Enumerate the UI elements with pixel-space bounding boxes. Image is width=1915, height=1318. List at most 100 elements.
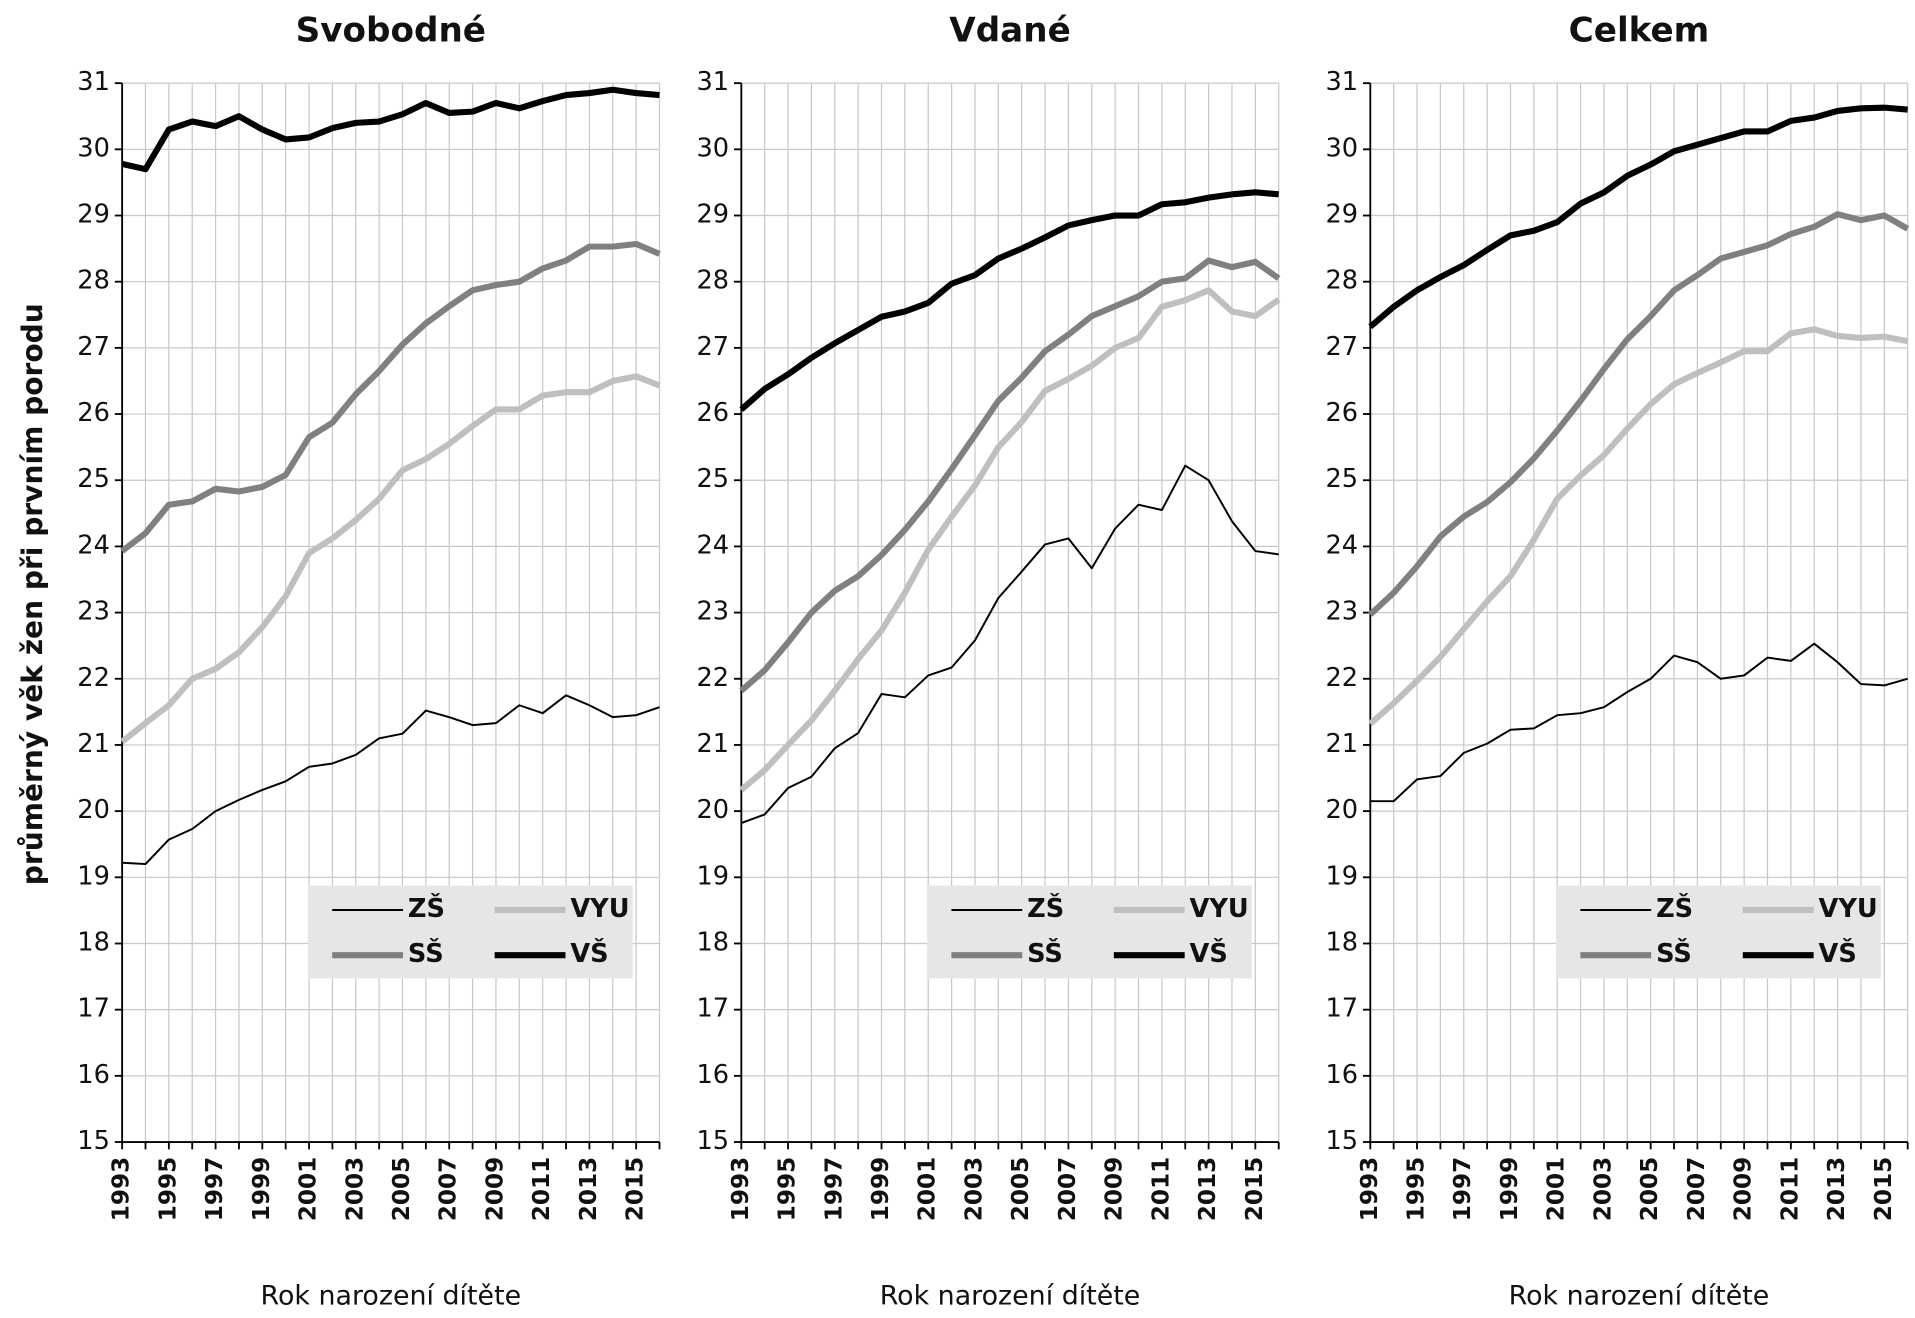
legend-label: VŠ bbox=[570, 938, 608, 969]
x-tick-label: 2009 bbox=[481, 1157, 508, 1222]
series-line bbox=[739, 287, 1281, 793]
y-tick-label: 26 bbox=[77, 398, 110, 428]
x-tick-label: 2011 bbox=[1776, 1157, 1803, 1222]
y-tick-label: 24 bbox=[697, 530, 730, 560]
y-tick-label: 30 bbox=[77, 133, 110, 163]
x-tick-label: 2005 bbox=[388, 1157, 415, 1222]
series-line bbox=[120, 373, 661, 745]
y-tick-label: 30 bbox=[1325, 133, 1358, 163]
legend-label: VYU bbox=[570, 894, 629, 924]
y-tick-label: 19 bbox=[697, 861, 730, 891]
y-tick-label: 18 bbox=[1325, 927, 1358, 957]
y-tick-label: 28 bbox=[697, 266, 730, 296]
y-tick-label: 19 bbox=[77, 861, 110, 891]
y-tick-label: 20 bbox=[1325, 795, 1358, 825]
y-tick-label: 23 bbox=[697, 597, 730, 627]
x-tick-label: 1995 bbox=[1403, 1157, 1430, 1222]
legend-label: ZŠ bbox=[1027, 893, 1064, 924]
y-tick-label: 29 bbox=[1325, 200, 1358, 230]
x-tick-label: 1993 bbox=[727, 1157, 754, 1222]
x-tick-label: 1995 bbox=[774, 1157, 801, 1222]
legend-label: VYU bbox=[1190, 894, 1249, 924]
series-line bbox=[739, 257, 1281, 693]
legend-label: VŠ bbox=[1190, 938, 1228, 969]
y-tick-label: 17 bbox=[1325, 994, 1358, 1024]
x-tick-label: 2007 bbox=[1683, 1157, 1710, 1222]
series-line bbox=[739, 189, 1279, 412]
y-tick-label: 18 bbox=[77, 927, 110, 957]
x-tick-label: 2001 bbox=[295, 1157, 322, 1222]
legend-label: SŠ bbox=[408, 938, 444, 969]
legend-box bbox=[926, 885, 1252, 979]
x-tick-label: 1999 bbox=[867, 1157, 894, 1222]
y-tick-label: 22 bbox=[77, 663, 110, 693]
y-axis-label: průměrný věk žen při prvním porodu bbox=[16, 303, 49, 885]
series-line bbox=[1368, 326, 1909, 727]
x-tick-label: 1999 bbox=[248, 1157, 275, 1222]
y-tick-label: 18 bbox=[697, 927, 730, 957]
y-tick-label: 21 bbox=[77, 729, 110, 759]
legend-label: ZŠ bbox=[408, 893, 445, 924]
x-tick-label: 2001 bbox=[1543, 1157, 1570, 1222]
y-tick-label: 25 bbox=[697, 464, 730, 494]
legend-label: ZŠ bbox=[1656, 893, 1693, 924]
y-tick-label: 29 bbox=[697, 200, 730, 230]
series-line bbox=[1368, 104, 1908, 330]
x-tick-label: 1995 bbox=[154, 1157, 181, 1222]
x-axis-label: Rok narození dítěte bbox=[880, 1281, 1141, 1312]
y-tick-label: 27 bbox=[77, 332, 110, 362]
y-tick-label: 31 bbox=[1325, 67, 1358, 97]
series-line bbox=[121, 86, 660, 173]
y-tick-label: 16 bbox=[1325, 1060, 1358, 1090]
x-tick-label: 2013 bbox=[575, 1157, 602, 1222]
legend-label: VYU bbox=[1819, 894, 1878, 924]
x-tick-label: 2013 bbox=[1194, 1157, 1221, 1222]
x-tick-label: 2011 bbox=[528, 1157, 555, 1222]
y-tick-label: 28 bbox=[77, 266, 110, 296]
x-axis-label: Rok narození dítěte bbox=[1509, 1281, 1770, 1312]
y-tick-label: 23 bbox=[1325, 597, 1358, 627]
x-tick-label: 2011 bbox=[1147, 1157, 1174, 1222]
x-tick-label: 2003 bbox=[341, 1157, 368, 1222]
series-line bbox=[1370, 642, 1908, 803]
y-tick-label: 20 bbox=[77, 795, 110, 825]
x-axis-label: Rok narození dítěte bbox=[261, 1281, 522, 1312]
x-tick-label: 2003 bbox=[1589, 1157, 1616, 1222]
y-tick-label: 24 bbox=[1325, 530, 1358, 560]
chart-title: Celkem bbox=[1569, 10, 1710, 50]
y-tick-label: 17 bbox=[77, 994, 110, 1024]
y-tick-label: 15 bbox=[77, 1126, 110, 1156]
x-tick-label: 2005 bbox=[1007, 1157, 1034, 1222]
x-tick-label: 2009 bbox=[1730, 1157, 1757, 1222]
y-tick-label: 16 bbox=[77, 1060, 110, 1090]
y-tick-label: 17 bbox=[697, 994, 730, 1024]
y-tick-label: 22 bbox=[1325, 663, 1358, 693]
y-tick-label: 22 bbox=[697, 663, 730, 693]
x-tick-label: 2015 bbox=[1870, 1157, 1897, 1222]
x-tick-label: 2003 bbox=[960, 1157, 987, 1222]
y-tick-label: 15 bbox=[1325, 1126, 1358, 1156]
x-tick-label: 1997 bbox=[1449, 1157, 1476, 1222]
y-tick-label: 24 bbox=[77, 530, 110, 560]
x-tick-label: 1999 bbox=[1496, 1157, 1523, 1222]
y-tick-label: 25 bbox=[1325, 464, 1358, 494]
series-line bbox=[1368, 211, 1910, 617]
x-tick-label: 2009 bbox=[1101, 1157, 1128, 1222]
x-tick-label: 2015 bbox=[622, 1157, 649, 1222]
y-tick-label: 19 bbox=[1325, 861, 1358, 891]
x-tick-label: 2007 bbox=[435, 1157, 462, 1222]
x-tick-label: 1993 bbox=[108, 1157, 135, 1222]
y-tick-label: 31 bbox=[77, 67, 110, 97]
x-tick-label: 2001 bbox=[914, 1157, 941, 1222]
x-tick-label: 2007 bbox=[1054, 1157, 1081, 1222]
y-tick-label: 20 bbox=[697, 795, 730, 825]
chart-title: Vdané bbox=[949, 10, 1071, 50]
legend-label: SŠ bbox=[1027, 938, 1063, 969]
y-tick-label: 30 bbox=[697, 133, 730, 163]
chart-title: Svobodné bbox=[296, 10, 486, 50]
y-tick-label: 15 bbox=[697, 1126, 730, 1156]
x-tick-label: 2005 bbox=[1636, 1157, 1663, 1222]
legend-label: SŠ bbox=[1656, 938, 1692, 969]
y-tick-label: 27 bbox=[1325, 332, 1358, 362]
